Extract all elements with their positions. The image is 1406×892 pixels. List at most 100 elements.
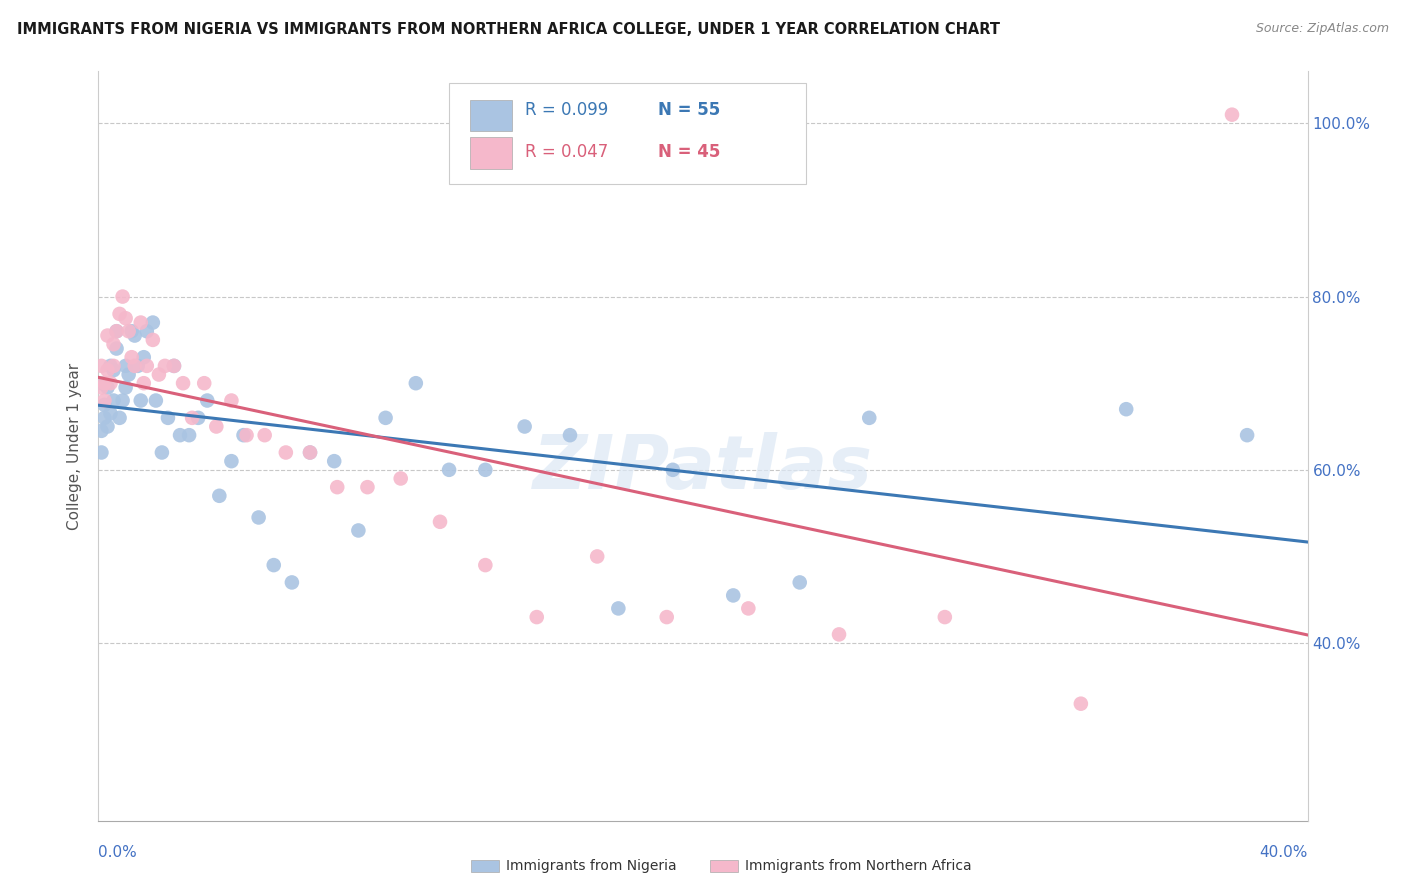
Point xyxy=(163,359,186,373)
Point xyxy=(235,428,257,442)
Point xyxy=(148,368,170,382)
Text: N = 55: N = 55 xyxy=(658,101,720,119)
Point xyxy=(96,419,118,434)
Text: ZIPatlas: ZIPatlas xyxy=(533,432,873,505)
Point xyxy=(90,376,112,391)
Point xyxy=(172,376,194,391)
Point xyxy=(124,328,146,343)
Point xyxy=(474,558,496,573)
Point xyxy=(132,350,155,364)
Point xyxy=(221,454,243,468)
Point xyxy=(111,289,134,303)
Text: R = 0.047: R = 0.047 xyxy=(526,143,609,161)
Point xyxy=(93,393,115,408)
Point xyxy=(247,510,270,524)
Point xyxy=(513,419,536,434)
Point xyxy=(108,410,131,425)
Point xyxy=(118,324,141,338)
Point xyxy=(1220,108,1243,122)
Point xyxy=(103,359,125,373)
Text: 0.0%: 0.0% xyxy=(98,845,138,860)
Text: Source: ZipAtlas.com: Source: ZipAtlas.com xyxy=(1256,22,1389,36)
Point xyxy=(789,575,811,590)
Point xyxy=(253,428,276,442)
Point xyxy=(221,393,243,408)
Point xyxy=(100,407,122,421)
Point xyxy=(100,376,122,391)
Point xyxy=(105,324,128,338)
Text: N = 45: N = 45 xyxy=(658,143,721,161)
Point xyxy=(114,380,136,394)
Point xyxy=(135,359,157,373)
Point xyxy=(195,393,218,408)
Point xyxy=(103,393,125,408)
Point xyxy=(118,368,141,382)
Point xyxy=(169,428,191,442)
Point xyxy=(129,316,152,330)
Point xyxy=(661,463,683,477)
Point xyxy=(347,524,370,538)
Point xyxy=(1070,697,1092,711)
FancyBboxPatch shape xyxy=(449,83,806,184)
Point xyxy=(193,376,215,391)
Point xyxy=(828,627,851,641)
Point xyxy=(586,549,609,564)
Point xyxy=(389,471,412,485)
Text: Immigrants from Nigeria: Immigrants from Nigeria xyxy=(506,859,676,873)
Point xyxy=(374,410,396,425)
Point xyxy=(1115,402,1137,417)
Point xyxy=(135,324,157,338)
Point xyxy=(129,393,152,408)
Point xyxy=(429,515,451,529)
Point xyxy=(100,359,122,373)
Point xyxy=(111,393,134,408)
Text: 40.0%: 40.0% xyxy=(1260,845,1308,860)
Point xyxy=(205,419,228,434)
Point xyxy=(263,558,285,573)
Point xyxy=(232,428,254,442)
Point xyxy=(858,410,880,425)
Point xyxy=(103,363,125,377)
Point xyxy=(299,445,322,459)
Point xyxy=(90,424,112,438)
Point xyxy=(124,359,146,373)
Point xyxy=(655,610,678,624)
Point xyxy=(108,307,131,321)
Text: Immigrants from Northern Africa: Immigrants from Northern Africa xyxy=(745,859,972,873)
Point xyxy=(558,428,581,442)
Point xyxy=(326,480,349,494)
Point xyxy=(607,601,630,615)
Point xyxy=(163,359,186,373)
Point xyxy=(153,359,176,373)
Point xyxy=(526,610,548,624)
Point xyxy=(934,610,956,624)
Point xyxy=(474,463,496,477)
Point xyxy=(96,363,118,377)
Point xyxy=(437,463,460,477)
Point xyxy=(156,410,179,425)
Y-axis label: College, Under 1 year: College, Under 1 year xyxy=(67,362,83,530)
Point xyxy=(93,410,115,425)
Point xyxy=(142,316,165,330)
Point xyxy=(356,480,378,494)
Point xyxy=(181,410,204,425)
Point xyxy=(105,324,128,338)
Text: IMMIGRANTS FROM NIGERIA VS IMMIGRANTS FROM NORTHERN AFRICA COLLEGE, UNDER 1 YEAR: IMMIGRANTS FROM NIGERIA VS IMMIGRANTS FR… xyxy=(17,22,1000,37)
Point xyxy=(405,376,427,391)
Point xyxy=(90,359,112,373)
Point xyxy=(299,445,322,459)
Point xyxy=(208,489,231,503)
Point xyxy=(145,393,167,408)
Point xyxy=(281,575,304,590)
Point xyxy=(90,380,112,394)
Point xyxy=(114,311,136,326)
Point xyxy=(737,601,759,615)
FancyBboxPatch shape xyxy=(470,100,512,131)
Point xyxy=(150,445,173,459)
Point xyxy=(323,454,346,468)
Point xyxy=(1236,428,1258,442)
Point xyxy=(93,398,115,412)
FancyBboxPatch shape xyxy=(470,137,512,169)
Point xyxy=(93,376,115,391)
Point xyxy=(121,350,143,364)
